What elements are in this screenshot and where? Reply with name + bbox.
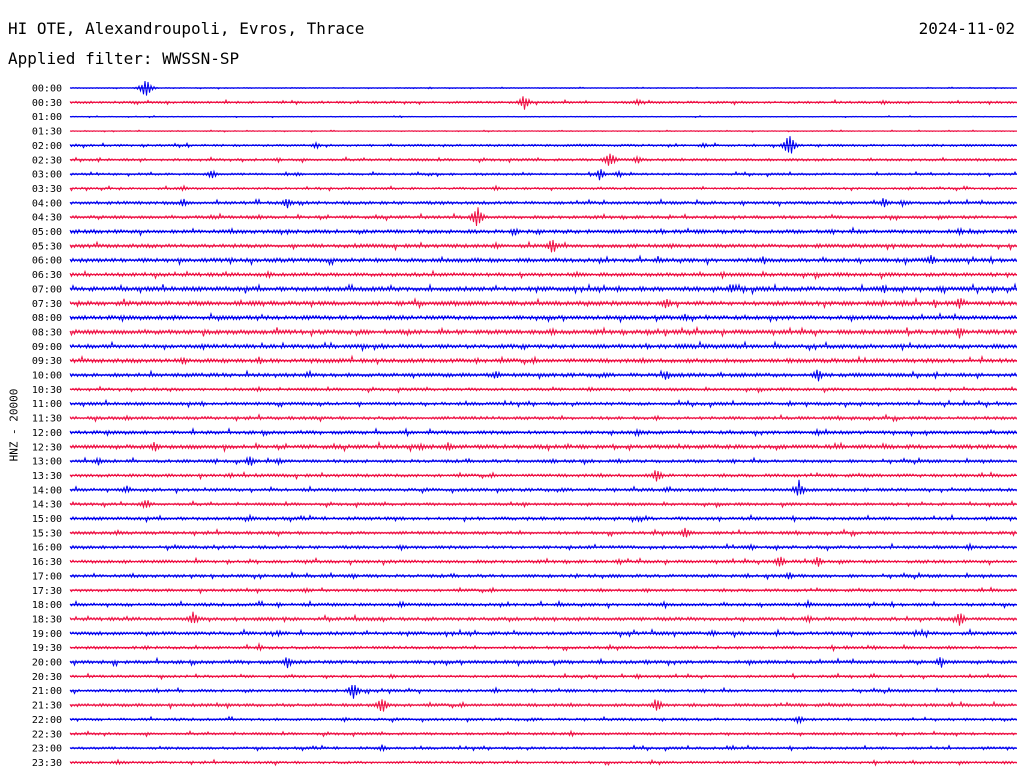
time-tick-label: 14:30: [32, 500, 62, 511]
time-tick-label: 11:00: [32, 399, 62, 410]
filter-label: Applied filter: WWSSN-SP: [8, 49, 240, 68]
time-tick-label: 21:30: [32, 701, 62, 712]
time-tick-label: 01:00: [32, 112, 62, 123]
time-tick-label: 07:00: [32, 284, 62, 295]
time-tick-label: 15:30: [32, 528, 62, 539]
time-tick-label: 15:00: [32, 514, 62, 525]
time-tick-label: 08:30: [32, 327, 62, 338]
time-tick-label: 04:00: [32, 198, 62, 209]
time-tick-label: 04:30: [32, 213, 62, 224]
time-tick-label: 03:30: [32, 184, 62, 195]
time-tick-label: 17:00: [32, 571, 62, 582]
time-tick-label: 22:00: [32, 715, 62, 726]
time-tick-label: 02:00: [32, 141, 62, 152]
time-tick-label: 07:30: [32, 299, 62, 310]
time-tick-label: 09:30: [32, 356, 62, 367]
time-tick-label: 19:00: [32, 629, 62, 640]
date-label: 2024-11-02: [918, 19, 1015, 38]
trace-row-1400: [69, 479, 1017, 496]
time-tick-label: 23:30: [32, 758, 62, 769]
time-tick-label: 05:00: [32, 227, 62, 238]
time-tick-label: 01:30: [32, 127, 62, 138]
time-tick-label: 20:00: [32, 658, 62, 669]
time-tick-label: 06:00: [32, 256, 62, 267]
time-tick-label: 13:00: [32, 457, 62, 468]
time-tick-label: 21:00: [32, 686, 62, 697]
time-tick-label: 16:30: [32, 557, 62, 568]
time-tick-label: 17:30: [32, 586, 62, 597]
time-tick-label: 11:30: [32, 414, 62, 425]
time-tick-label: 12:30: [32, 442, 62, 453]
time-tick-label: 10:00: [32, 371, 62, 382]
trace-row-2100: [69, 685, 1017, 699]
time-tick-label: 22:30: [32, 729, 62, 740]
time-tick-label: 20:30: [32, 672, 62, 683]
time-tick-label: 23:00: [32, 744, 62, 755]
trace-row-0030: [69, 96, 1017, 110]
time-tick-label: 19:30: [32, 643, 62, 654]
time-tick-label: 18:30: [32, 614, 62, 625]
time-tick-label: 08:00: [32, 313, 62, 324]
time-tick-label: 18:00: [32, 600, 62, 611]
time-tick-label: 05:30: [32, 241, 62, 252]
time-tick-label: 09:00: [32, 342, 62, 353]
time-tick-label: 12:00: [32, 428, 62, 439]
time-tick-label: 00:00: [32, 84, 62, 95]
time-tick-label: 16:00: [32, 543, 62, 554]
time-tick-label: 06:30: [32, 270, 62, 281]
station-title: HI OTE, Alexandroupoli, Evros, Thrace: [8, 19, 365, 38]
trace-row-0830: [69, 325, 1017, 339]
time-tick-label: 14:00: [32, 485, 62, 496]
time-tick-label: 02:30: [32, 155, 62, 166]
time-tick-label: 00:30: [32, 98, 62, 109]
time-tick-label: 13:30: [32, 471, 62, 482]
time-tick-label: 03:00: [32, 170, 62, 181]
time-tick-label: 10:30: [32, 385, 62, 396]
